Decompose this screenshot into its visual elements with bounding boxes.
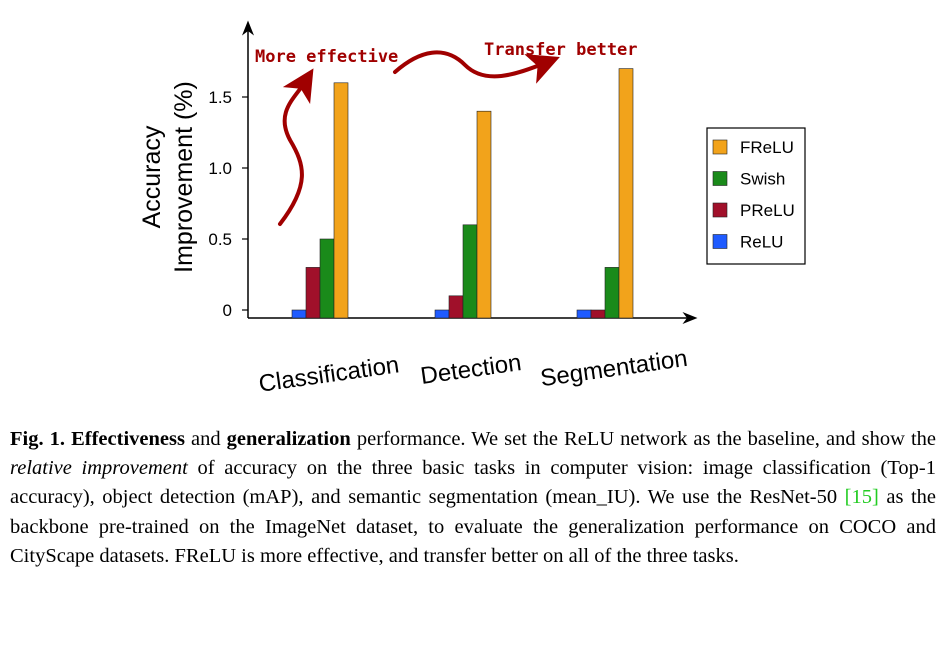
y-axis-label-line1: Accuracy xyxy=(138,125,166,228)
y-tick-label: 1.5 xyxy=(208,88,232,107)
bar-swish-detection xyxy=(462,224,478,319)
bar-prelu-classification xyxy=(305,267,321,319)
legend-swatch-frelu xyxy=(712,139,728,155)
figure-caption: Fig. 1. Effectiveness and generalization… xyxy=(10,425,936,571)
legend-swatch-swish xyxy=(712,171,728,186)
chart-canvas: 0 0.5 1.0 1.5 Accuracy Improvement (%) Classif… xyxy=(138,20,806,398)
bar-frelu-detection xyxy=(476,110,492,319)
bar-swish-segmentation xyxy=(604,267,620,319)
bar-relu-detection xyxy=(434,309,450,319)
bar-prelu-detection xyxy=(448,295,464,319)
x-tick-label-segmentation: Segmentation xyxy=(539,345,689,392)
y-tick-label: 0.5 xyxy=(208,230,232,249)
transfer-better-arrow xyxy=(393,50,560,84)
x-tick-label-classification: Classification xyxy=(257,351,401,397)
bar-relu-classification xyxy=(291,309,307,319)
caption-bold-generalization: generalization xyxy=(226,428,351,450)
bar-chart: 0 0.5 1.0 1.5 Accuracy Improvement (%) Classif… xyxy=(138,20,806,398)
caption-text-3: as the backbone pre-trained on the Image… xyxy=(10,486,937,567)
caption-italic-relative-improvement: relative improvement xyxy=(10,457,188,480)
y-tick-label: 0 xyxy=(223,301,232,320)
bar-swish-classification xyxy=(319,238,335,319)
caption-text-2: of accuracy on the three basic tasks in … xyxy=(10,457,936,509)
legend-label-prelu: PReLU xyxy=(740,201,795,220)
caption-text-1: performance. We set the ReLU network as … xyxy=(350,428,937,450)
bar-frelu-segmentation xyxy=(618,68,634,319)
y-tick-label: 1.0 xyxy=(208,159,232,178)
more-effective-label: More effective xyxy=(255,47,398,67)
bar-relu-segmentation xyxy=(576,309,592,319)
bar-prelu-segmentation xyxy=(590,309,606,319)
caption-and: and xyxy=(184,428,227,450)
caption-fig-label: Fig. 1. xyxy=(10,428,66,450)
legend-label-relu: ReLU xyxy=(740,233,783,252)
x-tick-label-detection: Detection xyxy=(419,349,523,390)
y-axis-label-line2: Improvement (%) xyxy=(170,81,198,273)
citation-link[interactable]: [15] xyxy=(844,486,879,509)
caption-bold-effectiveness: Effectiveness xyxy=(71,428,185,450)
transfer-better-label: Transfer better xyxy=(484,40,638,60)
more-effective-arrow xyxy=(278,68,314,226)
legend-swatch-prelu xyxy=(712,202,728,218)
legend-label-swish: Swish xyxy=(740,170,785,189)
legend-label-frelu: FReLU xyxy=(740,138,794,157)
legend-swatch-relu xyxy=(712,234,728,249)
bar-frelu-classification xyxy=(333,82,349,319)
